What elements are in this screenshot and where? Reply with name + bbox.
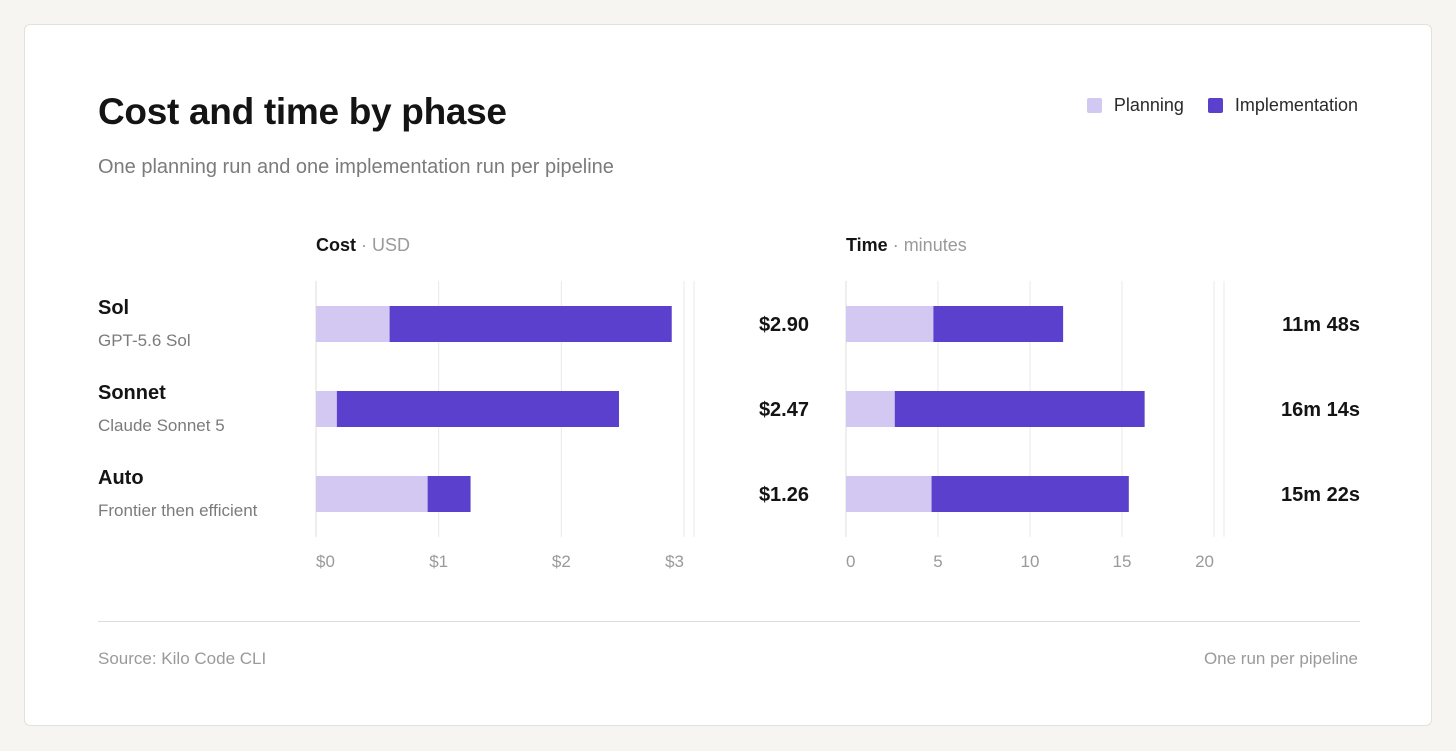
- charts-svg: $0 $1 $2 $3 $2.90 $2.47 $1.26 0 5 10 15 20 11m 48s 16…: [315, 281, 1360, 571]
- time-bar-sonnet-implementation: [894, 391, 1145, 427]
- time-bar-sol-implementation: [933, 306, 1064, 342]
- legend-label-planning: Planning: [1113, 95, 1184, 115]
- time-panel-unit: minutes: [903, 235, 967, 255]
- time-tick-label-0: 0: [846, 552, 855, 571]
- footer-divider: [98, 621, 1360, 622]
- chart-title: Cost and time by phase: [98, 91, 507, 132]
- cost-bar-sonnet-implementation: [336, 391, 619, 427]
- cost-panel-label: Cost · USD: [316, 235, 411, 255]
- source-note: Source: Kilo Code CLI: [98, 649, 267, 668]
- time-tick-label-1: 5: [933, 552, 942, 571]
- time-tick-label-3: 15: [1113, 552, 1132, 571]
- time-bar-auto-planning: [846, 476, 932, 512]
- time-tick-label-2: 10: [1021, 552, 1040, 571]
- cost-bar-auto-planning: [316, 476, 428, 512]
- chart-card: Cost and time by phase One planning run …: [24, 24, 1432, 726]
- cost-total-label-sonnet: $2.47: [759, 399, 809, 421]
- cost-tick-label-2: $2: [552, 552, 571, 571]
- legend-label-implementation: Implementation: [1234, 95, 1358, 115]
- row-model-auto: Frontier then efficient: [98, 501, 258, 520]
- run-note: One run per pipeline: [1203, 649, 1358, 668]
- cost-bar-auto-implementation: [427, 476, 471, 512]
- row-model-sol: GPT-5.6 Sol: [98, 331, 191, 350]
- time-bar-sol-planning: [846, 306, 934, 342]
- cost-bar-sol-planning: [316, 306, 390, 342]
- legend-item-planning: Planning: [1086, 95, 1184, 116]
- time-panel-label: Time · minutes: [846, 235, 967, 255]
- legend-swatch-planning: [1086, 98, 1102, 113]
- row-name-auto: Auto: [98, 467, 144, 489]
- cost-tick-label-0: $0: [316, 552, 335, 571]
- legend: Planning Implementation: [1086, 95, 1358, 116]
- time-bar-sonnet-planning: [846, 391, 895, 427]
- cost-bar-sol-implementation: [389, 306, 672, 342]
- cost-tick-label-3: $3: [665, 552, 684, 571]
- time-tick-label-4: 20: [1195, 552, 1214, 571]
- cost-tick-label-1: $1: [429, 552, 448, 571]
- row-model-sonnet: Claude Sonnet 5: [98, 416, 225, 435]
- time-total-label-auto: 15m 22s: [1281, 484, 1360, 506]
- time-panel-title: Time: [846, 235, 888, 255]
- row-name-sol: Sol: [98, 297, 130, 319]
- time-total-label-sol: 11m 48s: [1282, 314, 1360, 336]
- cost-total-label-auto: $1.26: [759, 484, 809, 506]
- cost-panel-unit: USD: [372, 235, 411, 255]
- legend-item-implementation: Implementation: [1207, 95, 1358, 116]
- legend-swatch-implementation: [1207, 98, 1223, 113]
- time-total-label-sonnet: 16m 14s: [1281, 399, 1360, 421]
- time-bar-auto-implementation: [931, 476, 1129, 512]
- cost-total-label-sol: $2.90: [759, 314, 809, 336]
- cost-panel-title: Cost: [316, 235, 356, 255]
- row-name-sonnet: Sonnet: [98, 382, 166, 404]
- cost-bar-sonnet-planning: [316, 391, 337, 427]
- chart-subtitle: One planning run and one implementation …: [98, 156, 614, 178]
